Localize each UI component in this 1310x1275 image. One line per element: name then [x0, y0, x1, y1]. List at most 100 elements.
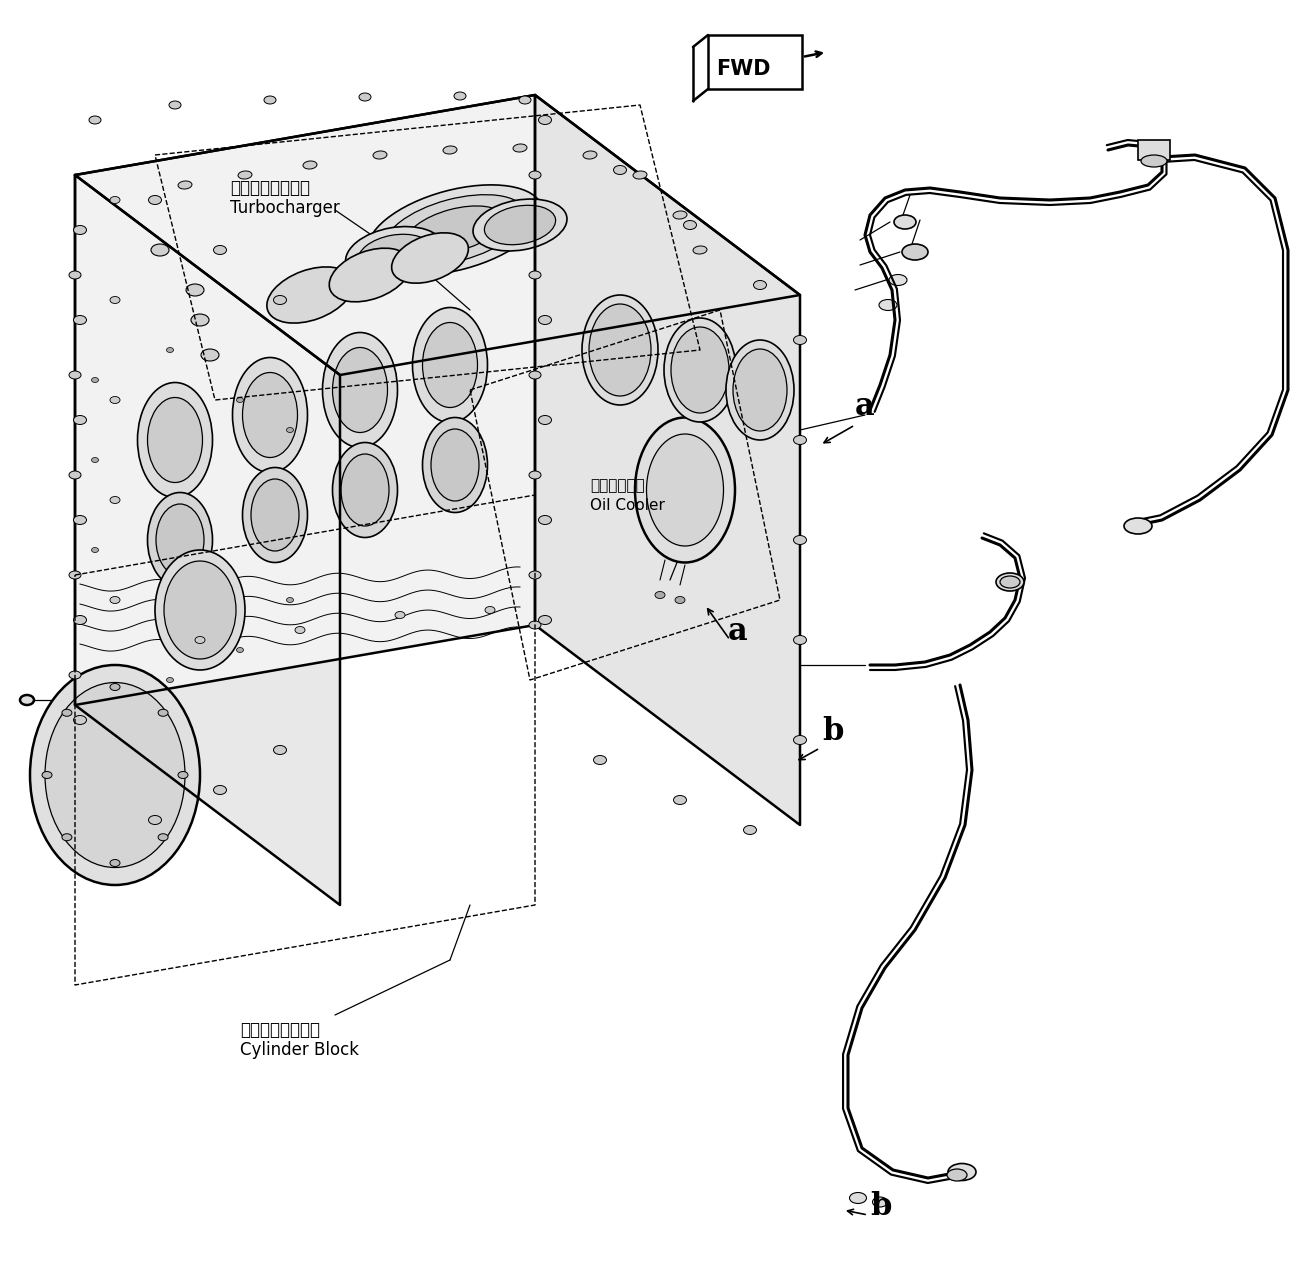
Ellipse shape	[693, 246, 707, 254]
Ellipse shape	[62, 709, 72, 717]
Ellipse shape	[519, 96, 531, 105]
Ellipse shape	[69, 371, 81, 379]
Ellipse shape	[30, 666, 200, 885]
Ellipse shape	[538, 315, 552, 325]
Ellipse shape	[1141, 156, 1167, 167]
Ellipse shape	[373, 150, 386, 159]
Text: オイルクーラ: オイルクーラ	[590, 478, 645, 493]
Ellipse shape	[590, 303, 651, 397]
Text: Oil Cooler: Oil Cooler	[590, 499, 665, 513]
Ellipse shape	[232, 357, 308, 473]
Ellipse shape	[529, 571, 541, 579]
Ellipse shape	[849, 1192, 866, 1204]
Ellipse shape	[73, 416, 86, 425]
Ellipse shape	[903, 244, 927, 260]
Ellipse shape	[148, 398, 203, 482]
Text: FWD: FWD	[717, 59, 770, 79]
Ellipse shape	[169, 101, 181, 108]
Ellipse shape	[89, 116, 101, 124]
Ellipse shape	[753, 280, 766, 289]
Ellipse shape	[538, 616, 552, 625]
Ellipse shape	[159, 709, 168, 717]
Ellipse shape	[159, 834, 168, 840]
Ellipse shape	[734, 349, 787, 431]
Ellipse shape	[148, 492, 212, 588]
Ellipse shape	[794, 635, 807, 644]
Ellipse shape	[186, 284, 204, 296]
Ellipse shape	[156, 504, 204, 576]
Ellipse shape	[485, 607, 495, 613]
Ellipse shape	[92, 377, 98, 382]
Ellipse shape	[178, 771, 189, 779]
Ellipse shape	[195, 636, 204, 644]
Ellipse shape	[529, 272, 541, 279]
Polygon shape	[707, 34, 802, 89]
Ellipse shape	[73, 715, 86, 724]
Ellipse shape	[794, 736, 807, 745]
Ellipse shape	[341, 454, 389, 527]
Ellipse shape	[1000, 576, 1020, 588]
Ellipse shape	[1124, 518, 1151, 534]
Ellipse shape	[110, 496, 121, 504]
Ellipse shape	[367, 185, 542, 275]
Ellipse shape	[274, 296, 287, 305]
Ellipse shape	[358, 235, 432, 275]
Ellipse shape	[69, 272, 81, 279]
Ellipse shape	[406, 207, 503, 254]
Ellipse shape	[675, 597, 685, 603]
Ellipse shape	[455, 92, 466, 99]
Ellipse shape	[214, 785, 227, 794]
Ellipse shape	[295, 626, 305, 634]
Ellipse shape	[110, 683, 121, 691]
Ellipse shape	[138, 382, 212, 497]
Text: a: a	[855, 391, 875, 422]
Ellipse shape	[889, 274, 907, 286]
Ellipse shape	[42, 771, 52, 779]
Ellipse shape	[45, 682, 185, 867]
Ellipse shape	[582, 295, 658, 405]
Ellipse shape	[655, 592, 665, 598]
Ellipse shape	[20, 695, 34, 705]
Ellipse shape	[329, 249, 411, 302]
Ellipse shape	[633, 171, 647, 179]
Ellipse shape	[178, 181, 193, 189]
Text: b: b	[870, 1191, 891, 1221]
Ellipse shape	[538, 515, 552, 524]
Ellipse shape	[485, 205, 555, 245]
Text: Cylinder Block: Cylinder Block	[240, 1040, 359, 1060]
Ellipse shape	[744, 825, 756, 835]
Ellipse shape	[673, 796, 686, 805]
Ellipse shape	[671, 326, 728, 413]
Ellipse shape	[238, 171, 252, 179]
Text: Turbocharger: Turbocharger	[231, 199, 339, 217]
Ellipse shape	[538, 116, 552, 125]
Ellipse shape	[242, 468, 308, 562]
Ellipse shape	[148, 816, 161, 825]
Ellipse shape	[237, 648, 244, 653]
Ellipse shape	[396, 612, 405, 618]
Bar	[1138, 140, 1170, 159]
Ellipse shape	[635, 417, 735, 562]
Ellipse shape	[947, 1169, 967, 1181]
Ellipse shape	[879, 300, 897, 311]
Ellipse shape	[529, 470, 541, 479]
Text: シリンダブロック: シリンダブロック	[240, 1021, 320, 1039]
Ellipse shape	[583, 150, 597, 159]
Ellipse shape	[287, 598, 293, 603]
Ellipse shape	[73, 226, 86, 235]
Ellipse shape	[265, 96, 276, 105]
Ellipse shape	[423, 323, 478, 408]
Ellipse shape	[443, 145, 457, 154]
Ellipse shape	[69, 470, 81, 479]
Ellipse shape	[673, 210, 686, 219]
Ellipse shape	[164, 561, 236, 659]
Ellipse shape	[726, 340, 794, 440]
Ellipse shape	[73, 315, 86, 325]
Ellipse shape	[62, 834, 72, 840]
Ellipse shape	[73, 515, 86, 524]
Ellipse shape	[214, 246, 227, 255]
Ellipse shape	[333, 348, 388, 432]
Ellipse shape	[287, 427, 293, 432]
Ellipse shape	[346, 227, 444, 283]
Ellipse shape	[529, 371, 541, 379]
